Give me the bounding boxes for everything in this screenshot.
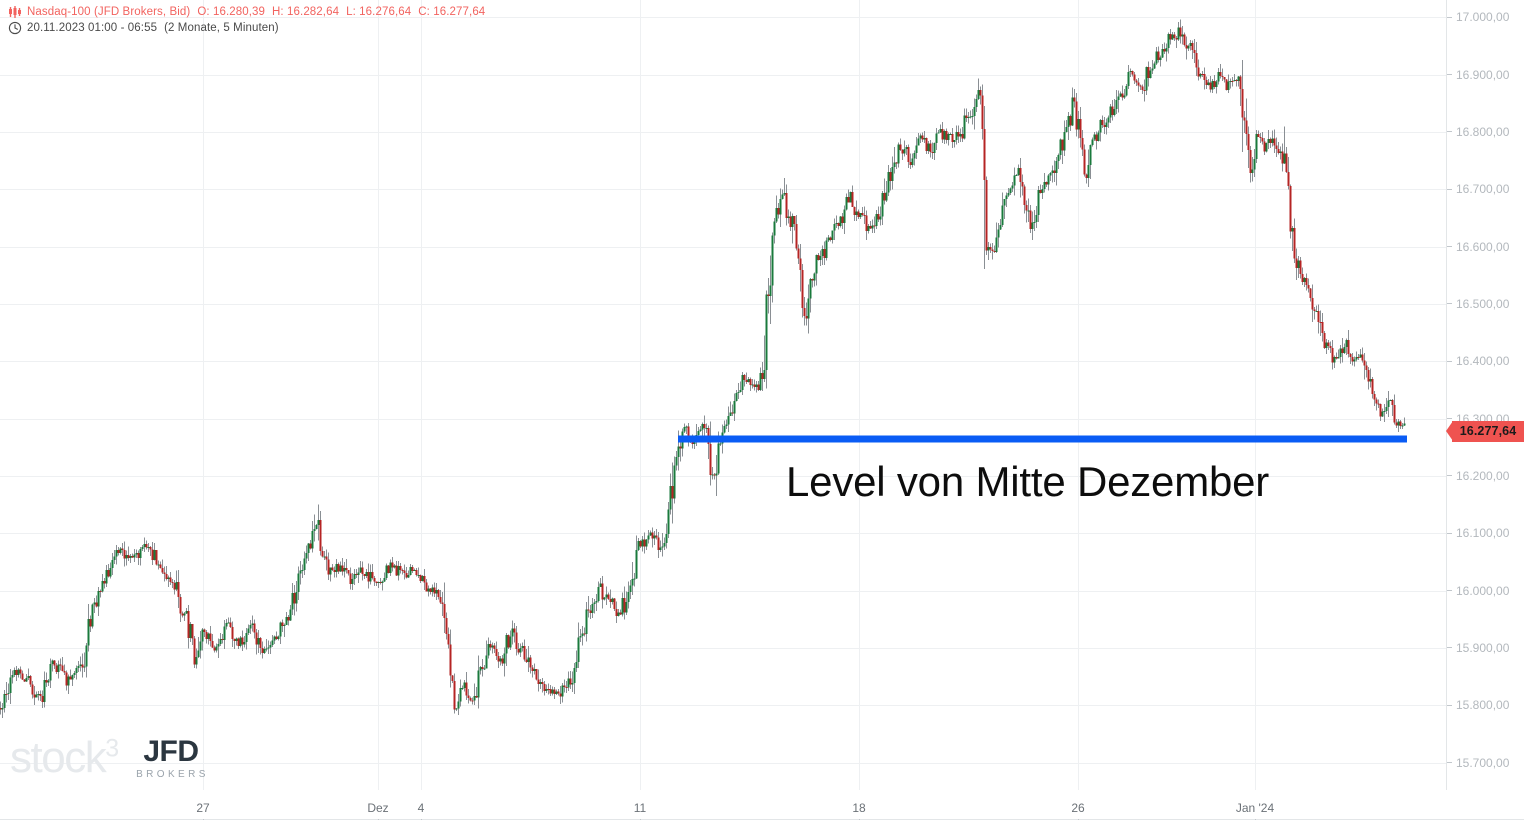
price-axis-tick: 17.000,00 — [1446, 10, 1509, 24]
price-tick-mark — [1447, 360, 1452, 362]
price-tick-mark — [1447, 74, 1452, 76]
price-axis-tick: 16.400,00 — [1446, 354, 1509, 368]
price-tick-label: 16.200,00 — [1456, 468, 1510, 483]
price-tick-mark — [1447, 590, 1452, 592]
header-high-value: H: 16.282,64 — [272, 6, 340, 18]
price-tick-mark — [1447, 303, 1452, 305]
candlestick-icon — [8, 5, 22, 19]
clock-icon — [8, 21, 22, 35]
last-price-tag: 16.277,64 — [1452, 420, 1524, 442]
time-axis-tick-label: 26 — [1071, 801, 1085, 815]
price-tick-label: 15.700,00 — [1456, 755, 1510, 770]
price-axis[interactable]: 17.000,00 16.900,00 16.800,00 16.700,00 16.6… — [1446, 0, 1524, 820]
header-low-value: L: 16.276,64 — [346, 6, 412, 18]
price-tick-mark — [1447, 647, 1452, 649]
price-axis-tick: 16.600,00 — [1446, 240, 1509, 254]
price-tick-mark — [1447, 246, 1452, 248]
price-axis-tick: 15.800,00 — [1446, 698, 1509, 712]
header-instrument-name: Nasdaq-100 (JFD Brokers, Bid) — [27, 6, 191, 18]
price-axis-tick: 16.200,00 — [1446, 469, 1509, 483]
last-price-arrow — [1446, 420, 1453, 441]
price-tick-label: 16.800,00 — [1456, 124, 1510, 139]
price-series-candlesticks — [0, 19, 1406, 719]
price-axis-tick: 16.100,00 — [1446, 526, 1509, 540]
chart-plot-area[interactable] — [0, 0, 1446, 820]
header-close-value: C: 16.277,64 — [418, 6, 486, 18]
price-axis-tick: 16.900,00 — [1446, 68, 1509, 82]
chart-gridlines — [0, 0, 1446, 820]
price-tick-mark — [1447, 475, 1452, 477]
time-axis-tick-label: Jan '24 — [1235, 801, 1275, 815]
price-tick-mark — [1447, 131, 1452, 133]
time-axis[interactable]: 27 Dez 4 11 18 26 Jan '24 — [0, 790, 1524, 820]
header-open-value: O: 16.280,39 — [197, 6, 266, 18]
price-tick-label: 16.100,00 — [1456, 526, 1510, 541]
price-tick-label: 17.000,00 — [1456, 10, 1510, 25]
header-instrument-row[interactable]: Nasdaq-100 (JFD Brokers, Bid) O: 16.280,… — [8, 5, 485, 19]
time-axis-tick-label: 18 — [852, 801, 866, 815]
chart-header: Nasdaq-100 (JFD Brokers, Bid) O: 16.280,… — [0, 0, 1524, 40]
price-tick-mark — [1447, 418, 1452, 420]
time-axis-tick-label: 4 — [417, 801, 425, 815]
price-tick-label: 16.500,00 — [1456, 296, 1510, 311]
price-tick-label: 16.700,00 — [1456, 182, 1510, 197]
price-axis-line — [1446, 0, 1447, 820]
price-tick-label: 16.900,00 — [1456, 67, 1510, 82]
price-axis-tick: 16.700,00 — [1446, 182, 1509, 196]
price-tick-label: 15.900,00 — [1456, 640, 1510, 655]
price-tick-label: 15.800,00 — [1456, 698, 1510, 713]
price-tick-mark — [1447, 532, 1452, 534]
price-tick-mark — [1447, 704, 1452, 706]
price-tick-label: 16.600,00 — [1456, 239, 1510, 254]
price-tick-mark — [1447, 762, 1452, 764]
price-axis-tick: 16.500,00 — [1446, 297, 1509, 311]
header-date-range: 20.11.2023 01:00 - 06:55 — [27, 22, 158, 34]
chart-annotation-label[interactable]: Level von Mitte Dezember — [786, 458, 1270, 505]
time-axis-tick-label: 27 — [196, 801, 210, 815]
time-axis-tick-label: Dez — [367, 801, 389, 815]
price-tick-label: 16.400,00 — [1456, 354, 1510, 369]
drawing-overlay[interactable] — [0, 0, 1446, 820]
price-tick-label: 16.000,00 — [1456, 583, 1510, 598]
price-axis-tick: 16.800,00 — [1446, 125, 1509, 139]
last-price-badge[interactable]: 16.277,64 — [1446, 420, 1524, 442]
price-axis-tick: 16.000,00 — [1446, 584, 1509, 598]
header-timeframe: (2 Monate, 5 Minuten) — [164, 22, 279, 34]
price-axis-tick: 15.900,00 — [1446, 641, 1509, 655]
price-tick-mark — [1447, 16, 1452, 18]
header-timeframe-row[interactable]: 20.11.2023 01:00 - 06:55 (2 Monate, 5 Mi… — [8, 21, 279, 35]
price-axis-tick: 15.700,00 — [1446, 756, 1509, 770]
last-price-value: 16.277,64 — [1459, 424, 1517, 439]
time-axis-tick-label: 11 — [633, 801, 647, 815]
price-tick-mark — [1447, 188, 1452, 190]
